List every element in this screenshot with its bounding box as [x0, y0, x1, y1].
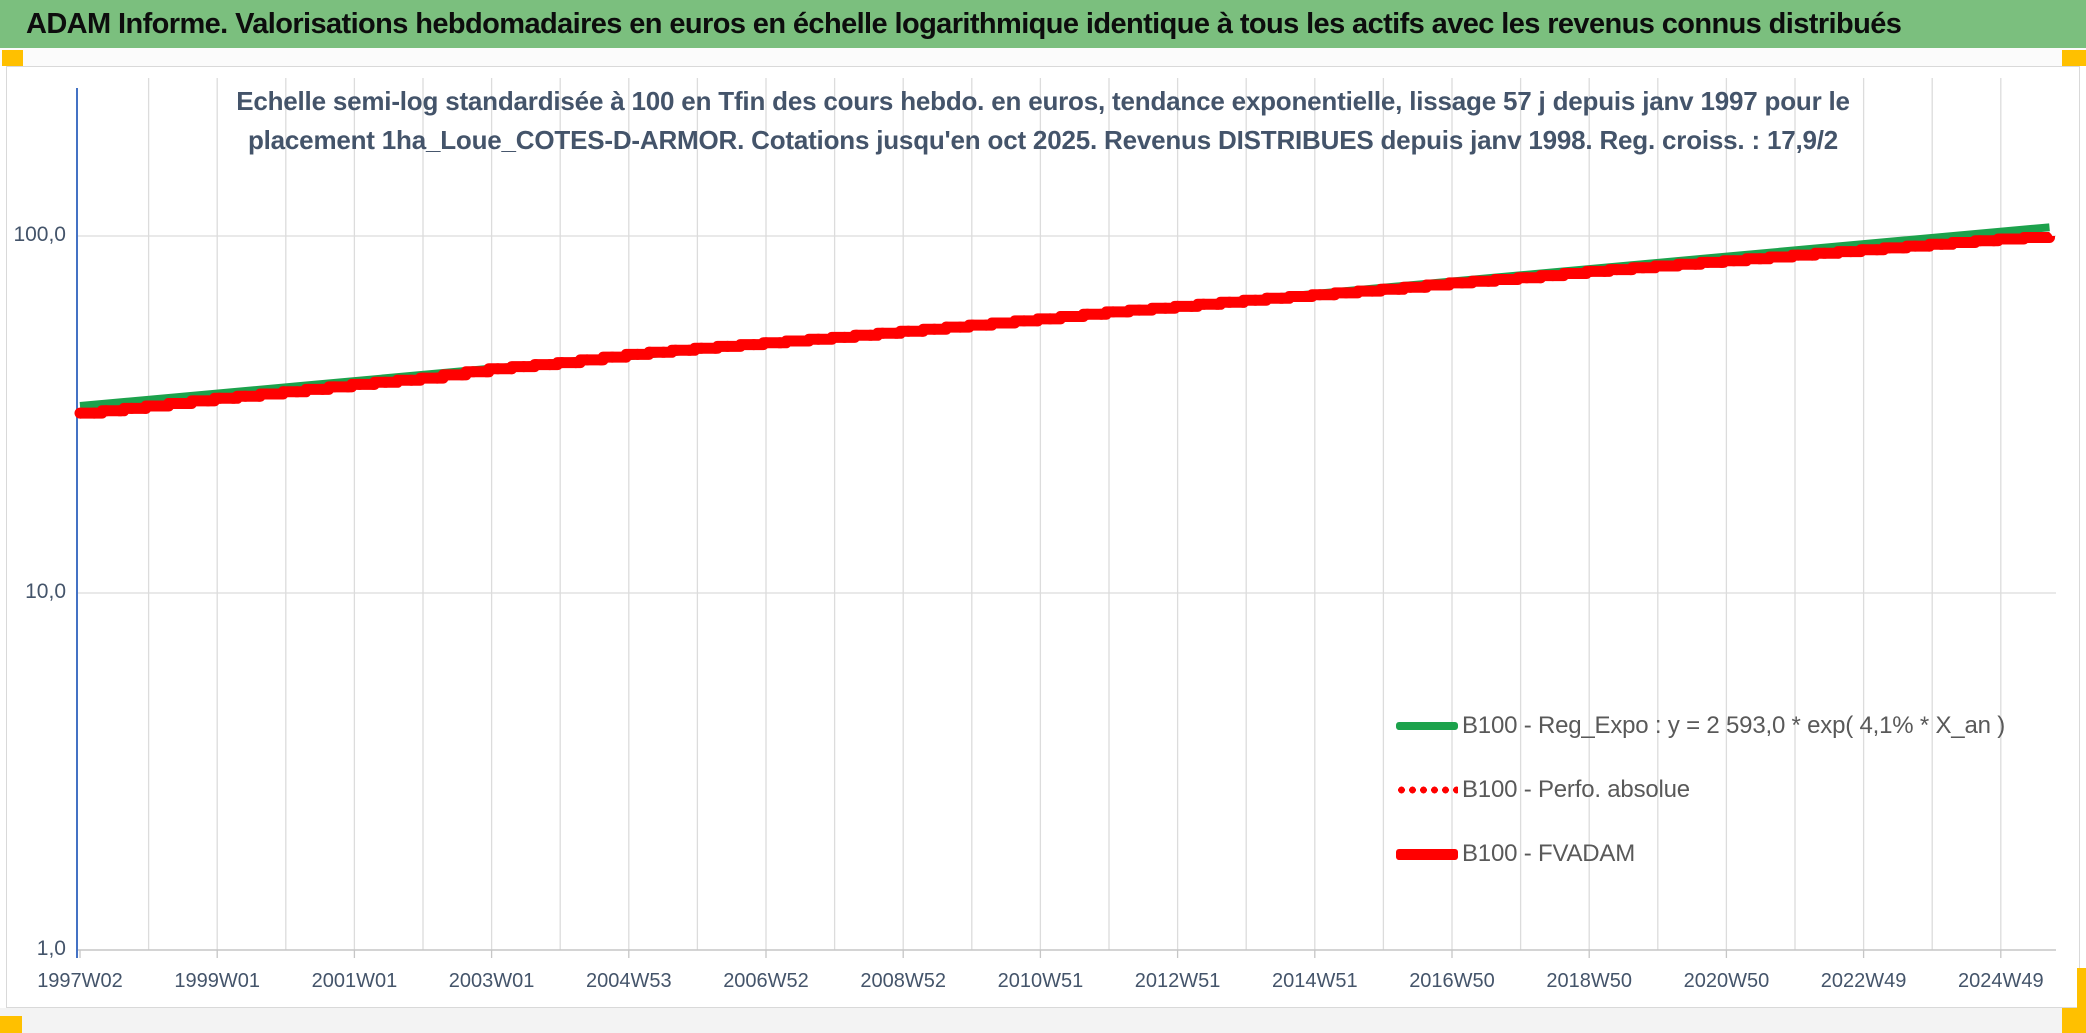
x-axis-tick-label: 2006W52	[723, 970, 809, 992]
window-title: ADAM Informe. Valorisations hebdomadaire…	[26, 7, 1902, 40]
legend-label: B100 - Perfo. absolue	[1462, 776, 1690, 803]
header-gap-strip	[0, 48, 2086, 66]
x-axis-tick-label: 2004W53	[585, 970, 672, 992]
corner-marker-top-right	[2062, 50, 2086, 66]
y-axis-tick-label: 10,0	[25, 580, 66, 603]
y-axis-tick-label: 1,0	[36, 937, 66, 960]
corner-marker-top-left	[2, 50, 23, 66]
chart-frame	[6, 66, 2080, 1008]
y-axis-tick-label: 100,0	[13, 223, 66, 246]
legend-swatch-dotted-line	[1396, 785, 1458, 795]
x-axis-tick-label: 2008W52	[860, 970, 946, 992]
legend-item: B100 - FVADAM	[1396, 822, 2005, 886]
x-axis-tick-label: 2010W51	[997, 970, 1084, 992]
x-axis-tick-label: 2020W50	[1683, 970, 1770, 992]
legend-label: B100 - Reg_Expo : y = 2 593,0 * exp( 4,1…	[1462, 712, 2006, 739]
chart-legend: B100 - Reg_Expo : y = 2 593,0 * exp( 4,1…	[1396, 694, 2005, 886]
bottom-strip	[0, 1008, 2086, 1033]
x-axis-tick-label: 2012W51	[1134, 970, 1221, 992]
legend-label: B100 - FVADAM	[1462, 840, 1636, 867]
chart-title-line1: Echelle semi-log standardisée à 100 en T…	[236, 86, 1850, 116]
legend-item: B100 - Perfo. absolue	[1396, 758, 2005, 822]
x-axis-tick-label: 2014W51	[1271, 970, 1358, 992]
window-title-bar: ADAM Informe. Valorisations hebdomadaire…	[0, 0, 2086, 48]
legend-swatch-solid-line	[1396, 848, 1458, 860]
x-axis-tick-label: 2001W01	[311, 970, 398, 992]
corner-marker-right-strip	[2077, 968, 2086, 1033]
x-axis-tick-label: 1997W02	[37, 970, 123, 992]
chart-title-line2: placement 1ha_Loue_COTES-D-ARMOR. Cotati…	[247, 125, 1839, 155]
legend-swatch-solid-line	[1396, 722, 1458, 730]
x-axis-tick-label: 2003W01	[448, 970, 535, 992]
x-axis-tick-label: 2016W50	[1409, 970, 1495, 992]
series-line-fvadam	[80, 232, 2055, 419]
corner-marker-bottom-left	[0, 1016, 22, 1033]
x-axis-tick-label: 2022W49	[1820, 970, 1907, 992]
x-axis-tick-label: 1999W01	[174, 970, 260, 992]
legend-item: B100 - Reg_Expo : y = 2 593,0 * exp( 4,1…	[1396, 694, 2005, 758]
x-axis-tick-label: 2018W50	[1546, 970, 1632, 992]
x-axis-tick-label: 2024W49	[1957, 970, 2044, 992]
chart-title: Echelle semi-log standardisée à 100 en T…	[6, 82, 2080, 160]
